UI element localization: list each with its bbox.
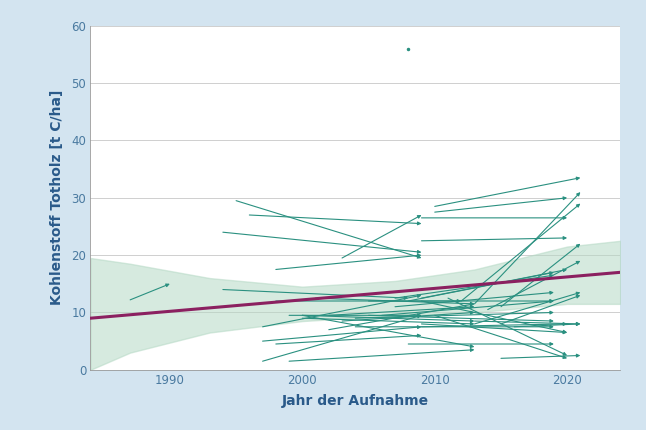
Y-axis label: Kohlenstoff Totholz [t C/ha]: Kohlenstoff Totholz [t C/ha] [50,90,65,305]
X-axis label: Jahr der Aufnahme: Jahr der Aufnahme [282,394,429,408]
